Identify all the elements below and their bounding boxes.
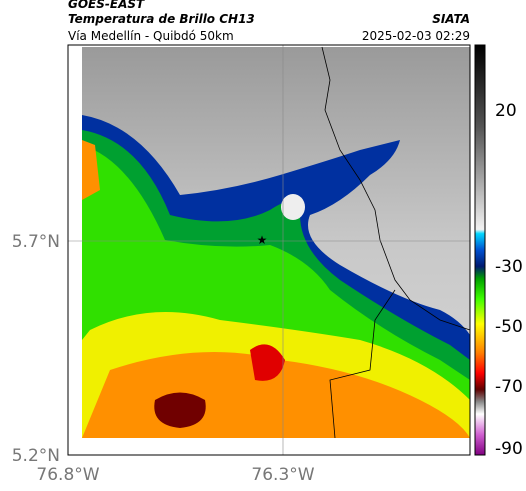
grid [68, 45, 470, 455]
location-marker: ★ [257, 233, 268, 247]
colorbar-tick-label: -90 [495, 439, 523, 459]
datetime: 2025-02-03 02:29 [362, 29, 470, 43]
colorbar-tick-label: -30 [495, 257, 523, 277]
colorbar [474, 44, 486, 456]
title: GOES-EAST [68, 0, 145, 11]
map-frame [67, 44, 471, 456]
location: Vía Medellín - Quibdó 50km [68, 29, 234, 43]
colorbar-tick-label: -70 [495, 377, 523, 397]
lat-label: 5.2°N [12, 446, 60, 466]
colorbar-tick-label: 20 [495, 101, 517, 121]
subtitle: Temperatura de Brillo CH13 [68, 12, 255, 26]
source: SIATA [432, 12, 470, 26]
lat-label: 5.7°N [12, 232, 60, 252]
borders [321, 46, 471, 439]
lon-label: 76.8°W [36, 465, 99, 485]
colorbar-tick-label: -50 [495, 317, 523, 337]
lon-label: 76.3°W [251, 465, 314, 485]
satellite-image [82, 47, 470, 438]
